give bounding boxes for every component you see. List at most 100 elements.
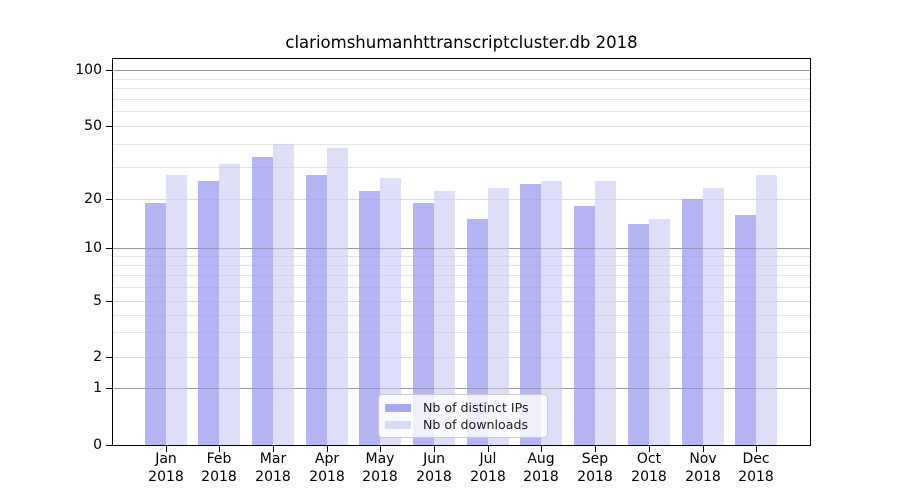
bar-downloads-jul xyxy=(487,187,509,445)
x-tick-year: 2018 xyxy=(523,468,559,485)
gridline-overlay-4 xyxy=(113,315,810,316)
x-axis-tick-label-jul: Jul 2018 xyxy=(458,451,518,486)
bar-downloads-oct xyxy=(648,219,670,445)
gridline-80 xyxy=(113,88,810,89)
x-axis-tick-label-nov: Nov 2018 xyxy=(673,451,733,486)
x-axis-tick-mar xyxy=(273,446,274,452)
y-axis-tick-0 xyxy=(106,445,113,446)
gridline-70 xyxy=(113,99,810,100)
y-axis-tick-1 xyxy=(106,388,113,389)
y-axis-tick-label-100: 100 xyxy=(75,62,102,78)
x-tick-month: Nov xyxy=(689,451,717,467)
x-tick-year: 2018 xyxy=(738,468,774,485)
gridline-overlay-9 xyxy=(113,256,810,257)
bar-downloads-apr xyxy=(326,147,348,445)
x-axis-tick-label-aug: Aug 2018 xyxy=(511,451,571,486)
y-axis-tick-label-0: 0 xyxy=(93,437,102,453)
legend-label-downloads: Nb of downloads xyxy=(423,417,529,432)
bar-downloads-sep xyxy=(595,181,617,445)
gridline-overlay-80 xyxy=(113,88,810,89)
y-axis-tick-label-10: 10 xyxy=(84,240,102,256)
bar-distinct-ips-may xyxy=(359,191,381,445)
bar-distinct-ips-nov xyxy=(681,199,703,445)
bar-distinct-ips-aug xyxy=(520,184,542,445)
y-axis-tick-5 xyxy=(106,301,113,302)
gridline-overlay-5 xyxy=(113,301,810,302)
bar-downloads-nov xyxy=(702,187,724,445)
bar-distinct-ips-feb xyxy=(198,181,220,445)
x-axis-tick-label-dec: Dec 2018 xyxy=(726,451,786,486)
gridline-5 xyxy=(113,301,810,302)
x-tick-month: Mar xyxy=(259,451,287,467)
x-tick-month: Feb xyxy=(206,451,232,467)
gridline-overlay-7 xyxy=(113,275,810,276)
x-axis-tick-jun xyxy=(434,446,435,452)
legend-item-downloads: Nb of downloads xyxy=(385,416,541,433)
x-tick-year: 2018 xyxy=(631,468,667,485)
x-axis-tick-label-sep: Sep 2018 xyxy=(565,451,625,486)
x-axis-tick-label-jun: Jun 2018 xyxy=(404,451,464,486)
gridline-overlay-90 xyxy=(113,79,810,80)
gridline-overlay-100 xyxy=(113,70,810,71)
gridline-30 xyxy=(113,167,810,168)
x-axis-tick-label-mar: Mar 2018 xyxy=(243,451,303,486)
x-tick-month: May xyxy=(365,451,395,467)
gridline-10 xyxy=(113,248,810,249)
y-axis-tick-label-5: 5 xyxy=(93,293,102,309)
bar-distinct-ips-jun xyxy=(413,202,434,445)
x-tick-month: Jan xyxy=(155,451,177,467)
gridline-40 xyxy=(113,144,810,145)
gridline-2 xyxy=(113,357,810,358)
x-tick-month: Sep xyxy=(581,451,609,467)
legend-label-distinct-ips: Nb of distinct IPs xyxy=(423,400,529,415)
x-axis-tick-label-oct: Oct 2018 xyxy=(619,451,679,486)
legend: Nb of distinct IPs Nb of downloads xyxy=(378,394,548,438)
bar-downloads-may xyxy=(380,178,402,445)
gridline-4 xyxy=(113,315,810,316)
gridline-50 xyxy=(113,126,810,127)
bar-distinct-ips-dec xyxy=(735,214,757,445)
gridline-overlay-50 xyxy=(113,126,810,127)
x-axis-tick-may xyxy=(380,446,381,452)
gridline-100 xyxy=(113,70,810,71)
legend-swatch-distinct-ips-icon xyxy=(385,403,411,412)
bar-distinct-ips-sep xyxy=(574,206,596,445)
x-tick-year: 2018 xyxy=(416,468,452,485)
gridline-overlay-6 xyxy=(113,287,810,288)
y-axis-tick-label-2: 2 xyxy=(93,349,102,365)
bar-downloads-jan xyxy=(165,175,187,445)
bar-downloads-mar xyxy=(272,143,294,445)
x-tick-year: 2018 xyxy=(362,468,398,485)
y-axis-tick-50 xyxy=(106,126,113,127)
bar-downloads-aug xyxy=(541,181,563,445)
plot-area xyxy=(112,58,811,446)
x-axis-tick-jul xyxy=(488,446,489,452)
x-tick-year: 2018 xyxy=(685,468,721,485)
x-tick-year: 2018 xyxy=(148,468,184,485)
x-tick-month: Aug xyxy=(527,451,555,467)
y-axis-tick-20 xyxy=(106,199,113,200)
x-axis-tick-dec xyxy=(756,446,757,452)
y-axis-tick-label-20: 20 xyxy=(84,191,102,207)
x-axis-tick-oct xyxy=(649,446,650,452)
x-axis-tick-label-may: May 2018 xyxy=(350,451,410,486)
x-axis-tick-sep xyxy=(595,446,596,452)
y-axis-tick-100 xyxy=(106,70,113,71)
x-axis-tick-aug xyxy=(541,446,542,452)
gridline-3 xyxy=(113,332,810,333)
gridline-overlay-60 xyxy=(113,111,810,112)
x-tick-month: Jun xyxy=(423,451,445,467)
x-tick-month: Apr xyxy=(314,451,340,467)
gridline-overlay-3 xyxy=(113,332,810,333)
gridline-60 xyxy=(113,111,810,112)
gridline-9 xyxy=(113,256,810,257)
gridline-overlay-20 xyxy=(113,199,810,200)
gridline-overlay-30 xyxy=(113,167,810,168)
bar-downloads-dec xyxy=(756,175,778,445)
x-tick-month: Dec xyxy=(742,451,770,467)
x-tick-year: 2018 xyxy=(309,468,345,485)
chart-title: clariomshumanhttranscriptcluster.db 2018 xyxy=(285,33,638,52)
gridline-overlay-2 xyxy=(113,357,810,358)
gridline-overlay-70 xyxy=(113,99,810,100)
gridline-overlay-40 xyxy=(113,144,810,145)
